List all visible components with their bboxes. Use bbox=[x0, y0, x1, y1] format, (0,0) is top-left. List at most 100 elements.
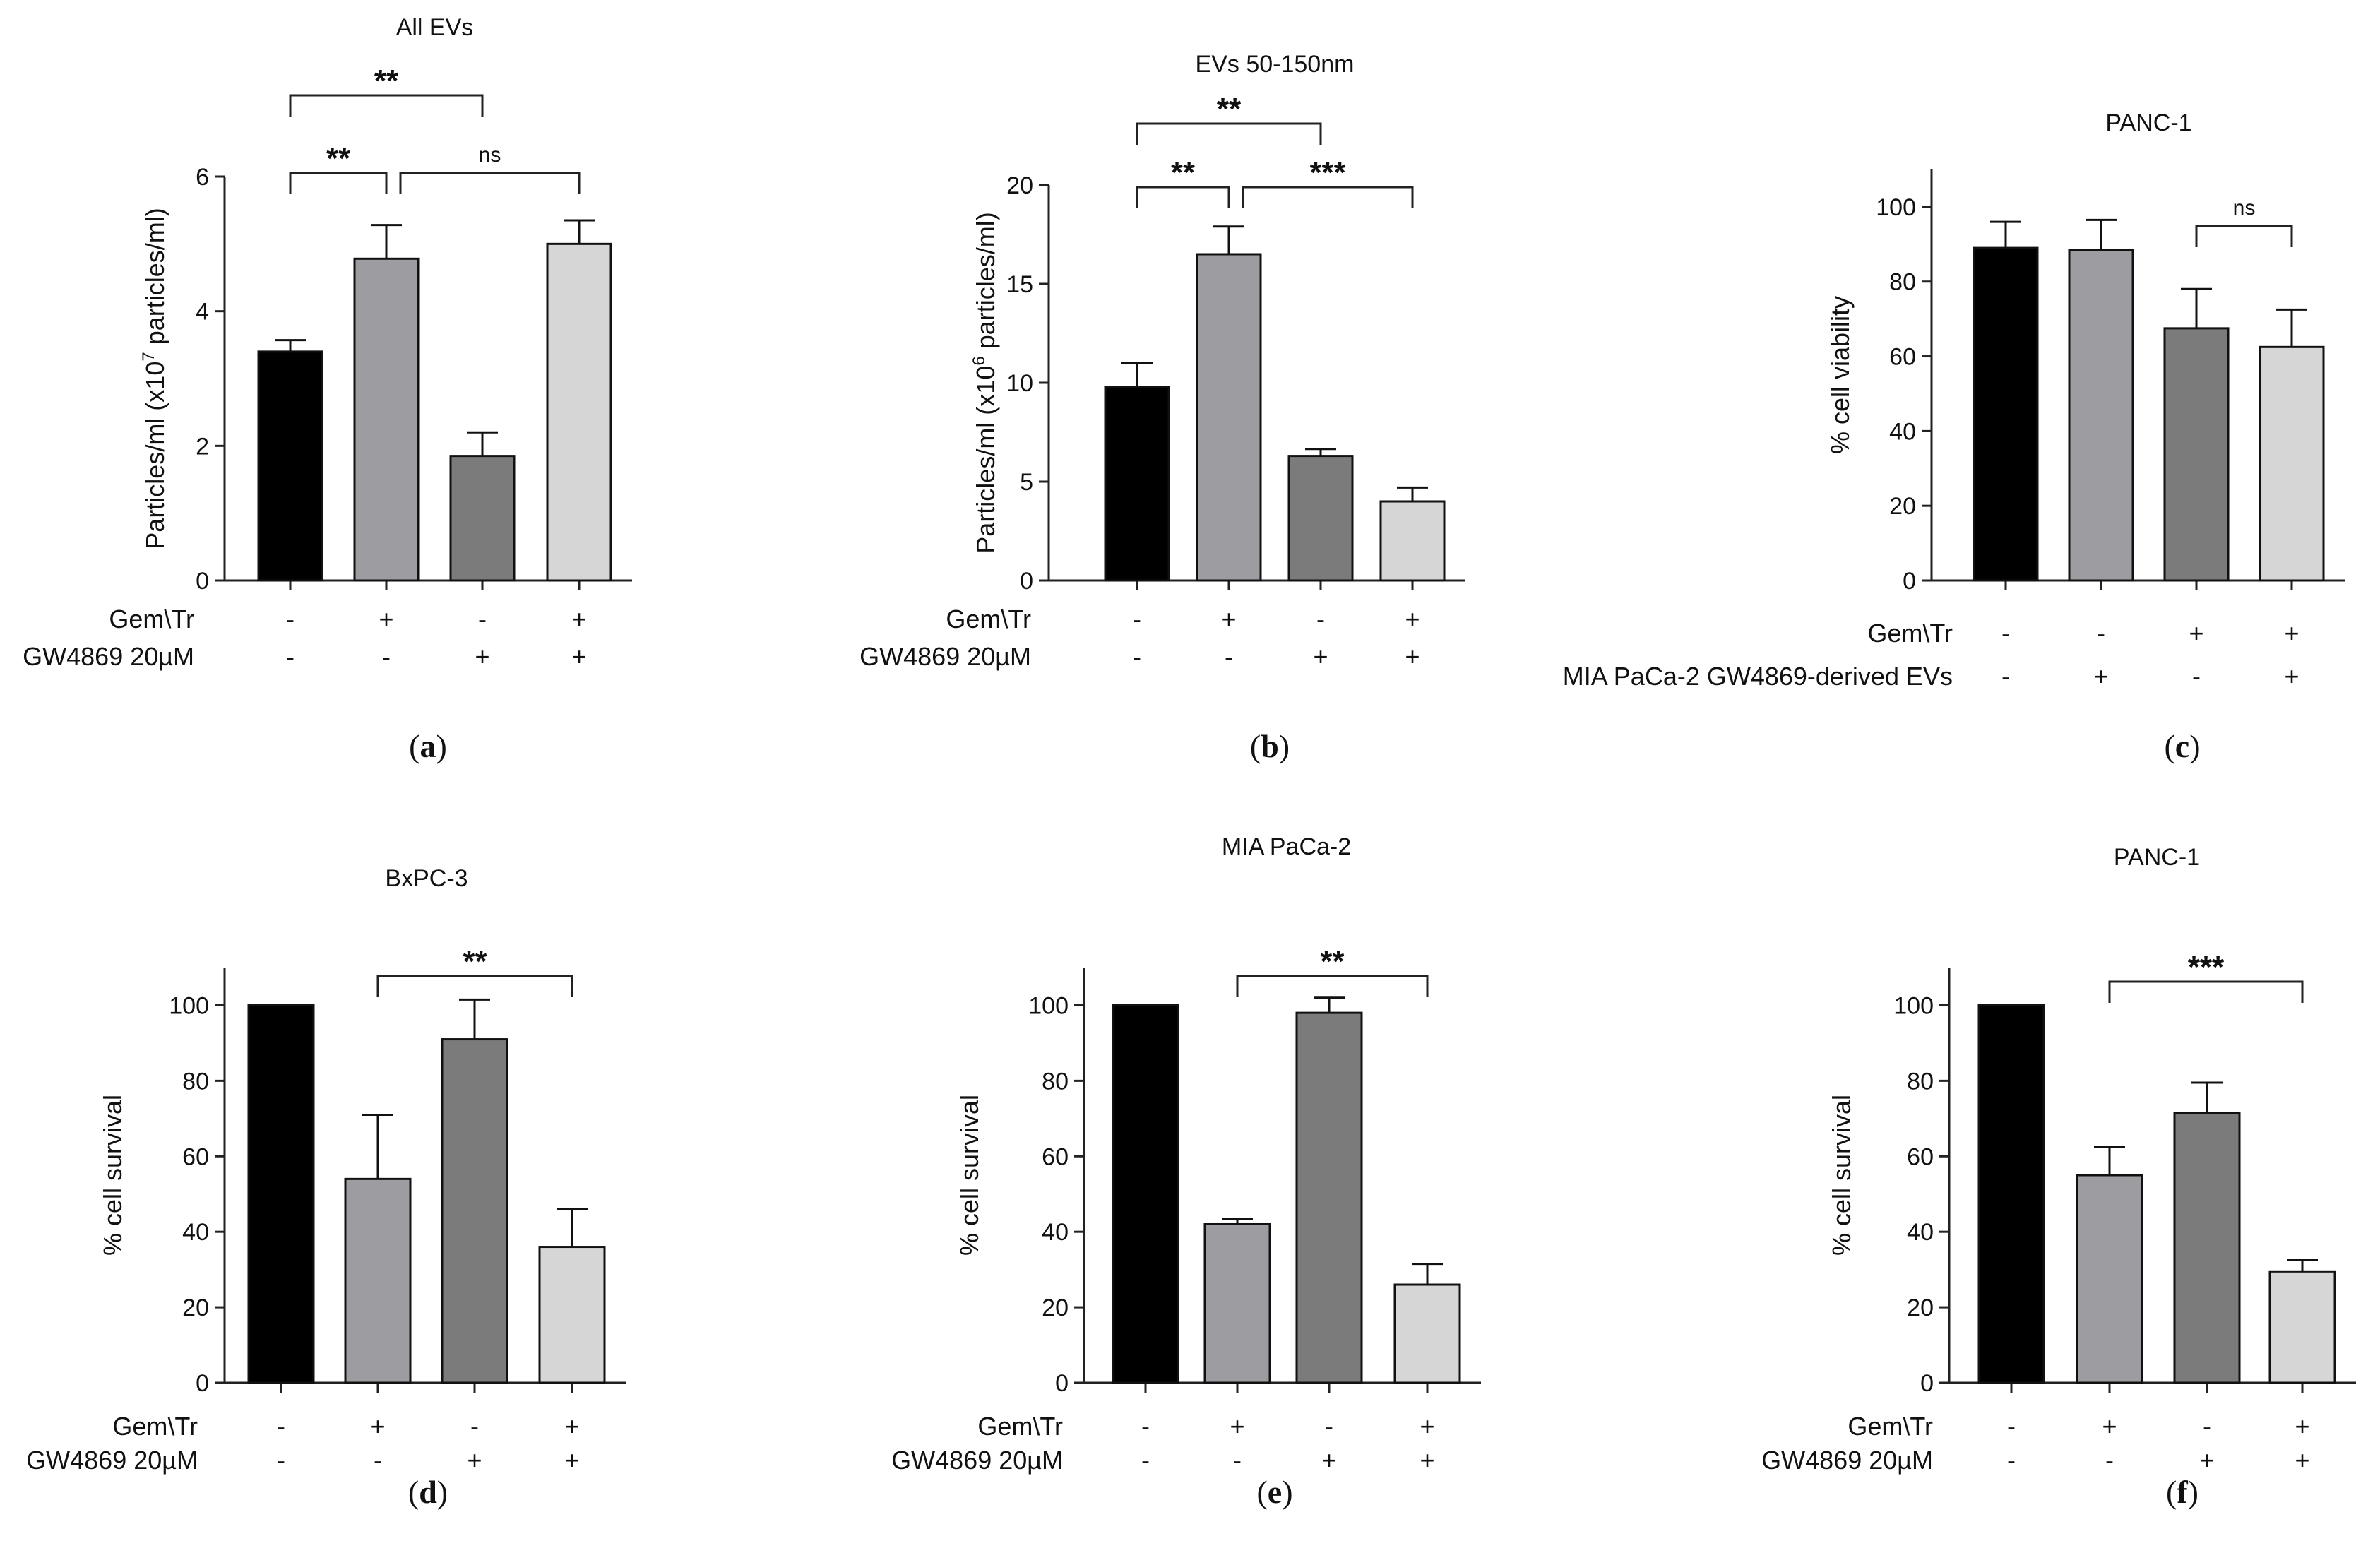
condition-label: GW4869 20µM bbox=[23, 642, 194, 671]
y-tick-label: 6 bbox=[196, 164, 209, 191]
condition-sign: - bbox=[286, 642, 294, 671]
condition-sign: - bbox=[470, 1412, 479, 1441]
chart-panel-a: All EVs 0 2 4 6 Particles/ml (x107 particles/… bbox=[23, 14, 632, 764]
y-tick-label: 60 bbox=[182, 1143, 209, 1170]
significance-label: *** bbox=[2188, 950, 2225, 984]
y-tick-label: 0 bbox=[1920, 1370, 1934, 1397]
caption-paren: ( bbox=[2166, 1474, 2177, 1510]
caption-paren: ( bbox=[408, 1474, 419, 1510]
condition-label: Gem\Tr bbox=[109, 605, 194, 633]
y-tick-label: 0 bbox=[196, 568, 209, 595]
caption-paren: ( bbox=[2164, 728, 2174, 764]
bar-4 bbox=[2268, 1270, 2336, 1384]
y-tick-label: 20 bbox=[1006, 172, 1033, 199]
condition-sign: + bbox=[564, 1412, 579, 1441]
y-tick-label: 100 bbox=[1876, 194, 1916, 221]
y-tick-label: 4 bbox=[196, 299, 209, 326]
panel-caption: (e) bbox=[1256, 1474, 1292, 1510]
y-tick-label: 0 bbox=[1055, 1370, 1069, 1397]
y-tick-label: 60 bbox=[1042, 1143, 1069, 1170]
condition-sign: + bbox=[2199, 1446, 2214, 1475]
condition-sign: - bbox=[478, 605, 487, 633]
condition-label: Gem\Tr bbox=[1867, 619, 1953, 648]
y-axis-label: Particles/ml (x107 particles/ml) bbox=[139, 208, 169, 549]
condition-sign: + bbox=[467, 1446, 482, 1475]
bar-2 bbox=[344, 1177, 412, 1384]
caption-paren: ( bbox=[1256, 1474, 1267, 1510]
condition-sign: - bbox=[1325, 1412, 1333, 1441]
condition-label: GW4869 20µM bbox=[26, 1446, 198, 1475]
condition-sign: + bbox=[379, 605, 393, 633]
condition-sign: - bbox=[2007, 1412, 2016, 1441]
bar-3 bbox=[1295, 1011, 1363, 1384]
significance-label: ns bbox=[479, 143, 501, 167]
condition-sign: + bbox=[2102, 1412, 2117, 1441]
condition-sign: + bbox=[2284, 619, 2299, 648]
condition-sign: - bbox=[1316, 605, 1325, 633]
y-axis-label-exponent: 7 bbox=[139, 352, 158, 361]
bar-4 bbox=[1379, 500, 1446, 582]
condition-sign: - bbox=[286, 605, 294, 633]
condition-sign: - bbox=[2001, 619, 2010, 648]
chart-panel-e: MIA PaCa-2 0 20 40 60 80 100 % cell survival ** G… bbox=[891, 833, 1481, 1510]
condition-sign: - bbox=[1133, 605, 1141, 633]
y-tick-label: 80 bbox=[1907, 1068, 1934, 1095]
condition-sign: + bbox=[1230, 1412, 1244, 1441]
condition-sign: - bbox=[2105, 1446, 2114, 1475]
panel-caption: (d) bbox=[408, 1474, 448, 1510]
panel-caption: (a) bbox=[409, 728, 447, 764]
chart-title: EVs 50-150nm bbox=[1196, 51, 1355, 78]
condition-label: MIA PaCa-2 GW4869-derived EVs bbox=[1563, 662, 1953, 691]
y-axis-label: % cell viability bbox=[1826, 296, 1855, 454]
caption-paren: ) bbox=[437, 1474, 448, 1510]
bar-3 bbox=[449, 455, 516, 582]
condition-sign: + bbox=[571, 605, 586, 633]
caption-paren: ) bbox=[1279, 728, 1290, 764]
significance-bracket bbox=[289, 94, 484, 117]
significance-label: ** bbox=[374, 64, 399, 98]
panel-caption: (b) bbox=[1250, 728, 1290, 764]
significance-bracket bbox=[376, 975, 573, 997]
condition-sign: + bbox=[370, 1412, 385, 1441]
condition-sign: - bbox=[2001, 662, 2010, 691]
condition-sign: + bbox=[571, 642, 586, 671]
condition-label: GW4869 20µM bbox=[859, 642, 1031, 671]
condition-sign: - bbox=[1133, 642, 1141, 671]
bar-3 bbox=[441, 1038, 508, 1384]
condition-sign: - bbox=[2203, 1412, 2211, 1441]
condition-label: Gem\Tr bbox=[977, 1412, 1063, 1441]
condition-sign: - bbox=[277, 1446, 285, 1475]
y-tick-label: 80 bbox=[1042, 1068, 1069, 1095]
y-tick-label: 20 bbox=[1042, 1295, 1069, 1321]
condition-sign: + bbox=[564, 1446, 579, 1475]
bar-1 bbox=[257, 350, 323, 582]
y-tick-label: 80 bbox=[1889, 269, 1916, 296]
chart-title: PANC-1 bbox=[2114, 844, 2200, 871]
y-tick-label: 15 bbox=[1006, 271, 1033, 298]
chart-title: BxPC-3 bbox=[385, 865, 468, 892]
y-tick-label: 100 bbox=[1893, 992, 1934, 1019]
condition-sign: - bbox=[1141, 1412, 1150, 1441]
y-tick-label: 40 bbox=[1042, 1219, 1069, 1246]
condition-label: GW4869 20µM bbox=[1761, 1446, 1933, 1475]
significance-label: ** bbox=[1320, 944, 1345, 979]
significance-bracket bbox=[1236, 975, 1429, 997]
y-axis-label: Particles/ml (x106 particles/ml) bbox=[970, 212, 1000, 553]
y-tick-label: 20 bbox=[1907, 1295, 1934, 1321]
bar-4 bbox=[546, 242, 612, 582]
bar-2 bbox=[353, 257, 420, 582]
y-tick-label: 5 bbox=[1020, 469, 1033, 496]
condition-sign: + bbox=[1321, 1446, 1336, 1475]
significance-label: ns bbox=[2233, 196, 2256, 220]
significance-bracket bbox=[2108, 980, 2304, 1003]
significance-label: ** bbox=[463, 944, 487, 979]
y-axis-label-text: Particles/ml (x10 bbox=[141, 362, 169, 549]
bar-2 bbox=[1196, 253, 1262, 582]
y-tick-label: 40 bbox=[182, 1219, 209, 1246]
y-axis-label-text: particles/ml) bbox=[141, 208, 169, 352]
bar-3 bbox=[2163, 327, 2230, 582]
condition-label: Gem\Tr bbox=[946, 605, 1031, 633]
condition-sign: + bbox=[1313, 642, 1328, 671]
caption-paren: ) bbox=[2189, 728, 2200, 764]
